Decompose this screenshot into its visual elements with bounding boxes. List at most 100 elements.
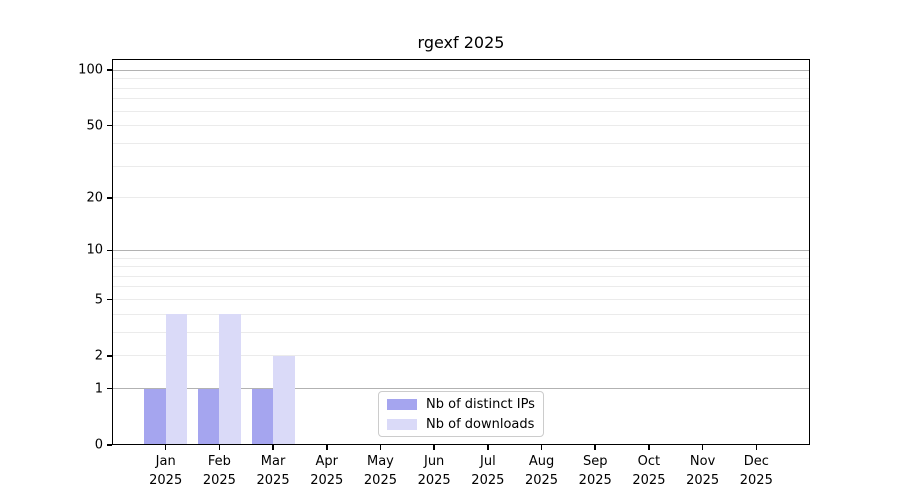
x-tick-label-jan: Jan 2025	[126, 452, 206, 490]
x-axis-tick-jan	[164, 445, 167, 450]
x-tick-label-mar: Mar 2025	[233, 452, 313, 490]
y-tick-label-10: 10	[86, 242, 103, 258]
major-gridline-1	[112, 388, 810, 390]
x-tick-label-oct-month: Oct	[637, 454, 661, 469]
minor-gridline-5	[112, 299, 810, 300]
y-axis-tick-100	[107, 69, 112, 71]
legend-label-downloads: Nb of downloads	[426, 416, 535, 432]
minor-gridline-6	[112, 286, 810, 288]
x-axis-tick-sep	[594, 445, 596, 450]
x-tick-label-mar-year: 2025	[256, 473, 290, 488]
y-tick-label-2: 2	[94, 348, 103, 364]
y-axis-tick-1	[107, 387, 112, 390]
legend-entry-distinct-ips: Nb of distinct IPs	[387, 394, 543, 414]
y-tick-label-1: 1	[94, 381, 103, 397]
y-axis-tick-10	[107, 249, 112, 252]
minor-gridline-8	[112, 266, 810, 268]
x-tick-label-jan-month: Jan	[155, 454, 176, 469]
legend-swatch-downloads-icon	[387, 418, 417, 430]
bar-nb-of-distinct-ips-mar	[251, 388, 274, 445]
minor-gridline-40	[112, 142, 810, 144]
minor-gridline-90	[112, 78, 810, 80]
y-axis-tick-5	[107, 298, 112, 301]
x-tick-label-nov-year: 2025	[686, 473, 720, 488]
x-axis-tick-may	[379, 445, 382, 450]
major-gridline-100	[112, 69, 810, 71]
minor-gridline-9	[112, 257, 810, 259]
minor-gridline-2	[112, 355, 810, 357]
x-axis-tick-oct	[648, 445, 650, 450]
minor-gridline-60	[112, 110, 810, 112]
bar-nb-of-downloads-jan	[165, 314, 188, 445]
x-tick-label-oct-year: 2025	[632, 473, 666, 488]
plot-frame	[112, 59, 810, 445]
x-axis-tick-apr	[326, 445, 328, 450]
legend-label-distinct-ips: Nb of distinct IPs	[426, 396, 535, 412]
y-tick-label-20: 20	[86, 190, 103, 206]
bar-nb-of-distinct-ips-jan	[144, 388, 166, 445]
minor-gridline-50	[112, 125, 810, 127]
minor-gridline-7	[112, 275, 810, 277]
x-tick-label-sep: Sep 2025	[555, 452, 635, 490]
x-tick-label-jul: Jul 2025	[448, 452, 528, 490]
y-axis-tick-20	[107, 197, 112, 199]
minor-gridline-20	[112, 197, 810, 199]
x-tick-label-apr-month: Apr	[315, 454, 339, 469]
y-tick-label-5: 5	[94, 292, 103, 307]
x-tick-label-feb: Feb 2025	[179, 452, 259, 490]
y-axis-tick-0	[107, 444, 112, 446]
x-tick-label-dec: Dec 2025	[716, 452, 796, 490]
chart-title: rgexf 2025	[417, 33, 505, 52]
x-tick-label-feb-month: Feb	[207, 454, 231, 469]
legend-entry-downloads: Nb of downloads	[387, 414, 543, 434]
x-tick-label-jan-year: 2025	[149, 473, 183, 488]
x-tick-label-aug-year: 2025	[524, 473, 559, 488]
bar-nb-of-downloads-mar	[273, 355, 295, 445]
minor-gridline-30	[112, 165, 810, 167]
x-axis-tick-aug	[540, 445, 543, 450]
plot-area	[112, 59, 810, 445]
y-axis-tick-50	[107, 124, 112, 127]
minor-gridline-3	[112, 331, 810, 333]
x-tick-label-aug-month: Aug	[528, 454, 555, 469]
y-tick-label-100: 100	[78, 62, 103, 78]
x-tick-label-apr: Apr 2025	[287, 452, 367, 490]
x-tick-label-may-month: May	[367, 454, 394, 469]
y-tick-label-0: 0	[94, 437, 103, 453]
x-axis-tick-dec	[755, 445, 758, 450]
x-axis-tick-nov	[701, 445, 704, 450]
x-tick-label-dec-year: 2025	[739, 473, 773, 488]
y-axis-tick-2	[107, 355, 112, 357]
x-tick-label-apr-year: 2025	[310, 473, 344, 488]
x-tick-label-jun-year: 2025	[417, 473, 451, 488]
x-axis-tick-feb	[218, 445, 221, 450]
x-tick-label-dec-month: Dec	[743, 454, 769, 469]
x-tick-label-jun: Jun 2025	[394, 452, 474, 490]
major-gridline-10	[112, 249, 810, 251]
x-tick-label-may-year: 2025	[363, 473, 397, 488]
legend: Nb of distinct IPs Nb of downloads	[378, 391, 544, 437]
y-tick-label-50: 50	[86, 118, 103, 134]
x-tick-label-jun-month: Jun	[423, 454, 445, 469]
x-axis-tick-mar	[272, 445, 274, 450]
x-tick-label-sep-year: 2025	[578, 473, 612, 488]
x-tick-label-may: May 2025	[340, 452, 420, 490]
minor-gridline-80	[112, 87, 810, 89]
x-tick-label-nov-month: Nov	[689, 454, 716, 469]
x-axis-tick-jul	[487, 445, 489, 450]
x-tick-label-jul-year: 2025	[471, 473, 505, 488]
bar-nb-of-downloads-feb	[219, 314, 241, 445]
x-tick-label-aug: Aug 2025	[502, 452, 582, 490]
x-tick-label-mar-month: Mar	[260, 454, 286, 469]
bar-nb-of-distinct-ips-feb	[197, 388, 220, 445]
minor-gridline-70	[112, 98, 810, 100]
legend-swatch-distinct-ips-icon	[387, 398, 417, 410]
x-tick-label-oct: Oct 2025	[609, 452, 689, 490]
x-tick-label-sep-month: Sep	[582, 454, 608, 469]
x-axis-tick-jun	[433, 445, 435, 450]
x-tick-label-jul-month: Jul	[480, 454, 496, 469]
minor-gridline-4	[112, 313, 810, 315]
x-tick-label-feb-year: 2025	[202, 473, 236, 488]
x-tick-label-nov: Nov 2025	[663, 452, 743, 490]
